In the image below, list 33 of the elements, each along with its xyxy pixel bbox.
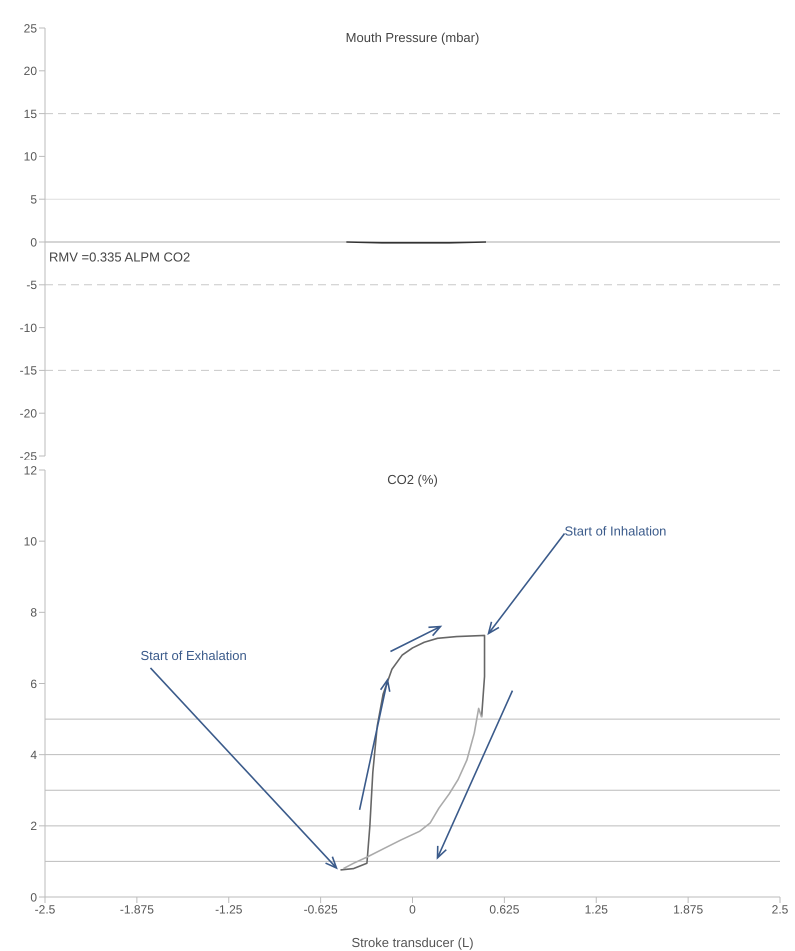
x-tick-label: 0 <box>409 902 416 917</box>
x-tick-label: -2.5 <box>34 902 56 917</box>
x-tick-label: -1.25 <box>215 902 243 917</box>
y-tick-label: 6 <box>30 676 38 691</box>
chart-title: CO2 (%) <box>387 472 438 487</box>
annotation: Start of Inhalation <box>564 523 666 538</box>
x-tick-label: 1.25 <box>584 902 608 917</box>
y-tick-label: 25 <box>24 21 38 36</box>
x-tick-label: 1.875 <box>673 902 704 917</box>
x-tick-label: 2.5 <box>772 902 789 917</box>
x-tick-label: -0.625 <box>304 902 338 917</box>
x-tick-label: -1.875 <box>120 902 154 917</box>
y-tick-label: -10 <box>20 320 38 335</box>
y-tick-label: 10 <box>24 534 38 548</box>
y-tick-label: -20 <box>20 406 38 420</box>
y-tick-label: 0 <box>30 235 38 250</box>
y-tick-label: -25 <box>20 449 38 464</box>
y-tick-label: 20 <box>24 64 38 78</box>
y-tick-label: 12 <box>24 463 38 478</box>
y-tick-label: 2 <box>30 819 38 834</box>
y-tick-label: 15 <box>24 106 38 121</box>
y-tick-label: 8 <box>30 606 38 620</box>
x-tick-label: 0.625 <box>489 902 520 917</box>
annotation: RMV =0.335 ALPM CO2 <box>49 249 190 264</box>
y-tick-label: -15 <box>20 364 38 378</box>
y-tick-label: 0 <box>30 890 38 904</box>
y-tick-label: 5 <box>30 192 38 206</box>
annotation: Start of Exhalation <box>140 648 247 663</box>
x-axis-title: Stroke transducer (L) <box>351 935 474 950</box>
chart-title: Mouth Pressure (mbar) <box>346 30 480 45</box>
y-tick-label: -5 <box>26 278 38 292</box>
y-tick-label: 10 <box>24 150 38 164</box>
y-tick-label: 4 <box>30 748 38 762</box>
